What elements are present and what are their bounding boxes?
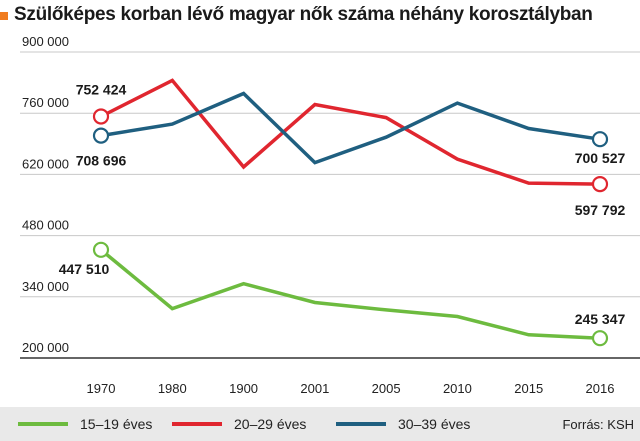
data-labels: 447 510 245 347 752 424 597 792 708 696 700 5… — [59, 82, 626, 328]
series-start-marker-2 — [92, 127, 110, 144]
y-tick-label: 760 000 — [22, 95, 69, 110]
series-start-marker-1 — [92, 108, 110, 125]
line-chart: 200 000 340 000 480 000 620 000 760 000 900 0… — [20, 34, 640, 396]
legend-item-15-19: 15–19 éves — [18, 407, 152, 441]
title-bar: Szülőképes korban lévő magyar nők száma … — [0, 0, 640, 30]
x-tick-label: 2010 — [443, 381, 472, 396]
x-tick-label: 2016 — [586, 381, 615, 396]
series-line-2 — [100, 91, 601, 165]
x-tick-label: 1900 — [229, 381, 258, 396]
legend-swatch-15-19 — [18, 422, 68, 426]
legend-footer: 15–19 éves 20–29 éves 30–39 éves Forrás:… — [0, 407, 640, 441]
y-tick-label: 200 000 — [22, 340, 69, 355]
x-tick-labels: 1970 1980 1900 2001 2005 2010 2015 2016 — [87, 381, 615, 396]
legend-swatch-20-29 — [172, 422, 222, 426]
title-marker-icon — [0, 12, 8, 20]
y-tick-label: 480 000 — [22, 218, 69, 233]
series-end-marker-1 — [591, 176, 609, 193]
y-tick-label: 620 000 — [22, 156, 69, 171]
x-tick-label: 1980 — [158, 381, 187, 396]
grid-lines — [20, 51, 640, 359]
series-end-label-0: 245 347 — [575, 311, 626, 327]
series-end-label-1: 597 792 — [575, 202, 626, 218]
y-tick-label: 340 000 — [22, 279, 69, 294]
source-note: Forrás: KSH — [562, 416, 634, 432]
x-tick-label: 1970 — [87, 381, 116, 396]
series-start-marker-0 — [92, 241, 110, 258]
series-start-label-1: 752 424 — [76, 82, 127, 98]
series-end-marker-0 — [591, 330, 609, 347]
series-lines — [92, 78, 609, 347]
legend-label-20-29: 20–29 éves — [234, 416, 307, 432]
x-tick-label: 2005 — [372, 381, 401, 396]
series-end-label-2: 700 527 — [575, 150, 626, 166]
legend-label-15-19: 15–19 éves — [80, 416, 153, 432]
series-line-1 — [100, 78, 601, 186]
series-start-label-0: 447 510 — [59, 261, 110, 277]
legend-item-30-39: 30–39 éves — [336, 407, 470, 441]
y-tick-label: 900 000 — [22, 34, 69, 49]
series-line-0 — [99, 248, 601, 340]
chart-title: Szülőképes korban lévő magyar nők száma … — [14, 4, 593, 25]
x-tick-label: 2001 — [300, 381, 329, 396]
legend-item-20-29: 20–29 éves — [172, 407, 306, 441]
series-end-marker-2 — [591, 131, 609, 148]
legend-swatch-30-39 — [336, 422, 386, 426]
legend-label-30-39: 30–39 éves — [398, 416, 471, 432]
x-tick-label: 2015 — [514, 381, 543, 396]
y-tick-labels: 200 000 340 000 480 000 620 000 760 000 900 0… — [22, 34, 69, 355]
series-start-label-2: 708 696 — [76, 153, 127, 169]
